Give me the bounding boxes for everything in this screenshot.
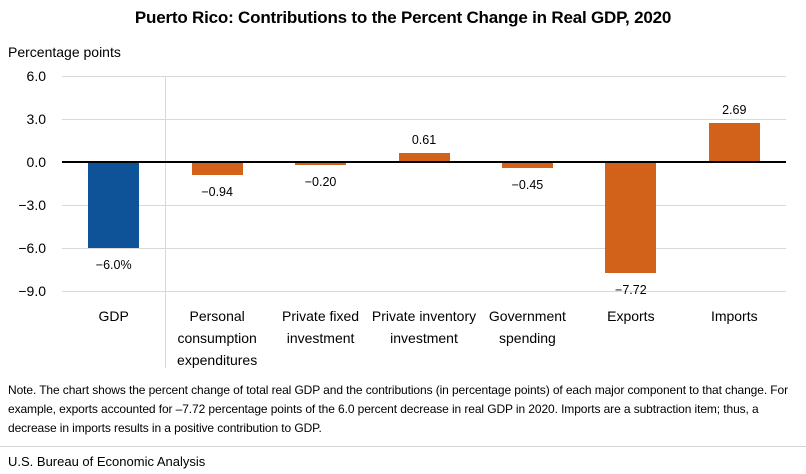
bar-value-label: −0.45	[511, 178, 544, 193]
category-label-private-inventory-investment: Private inventory investment	[371, 308, 477, 346]
y-gridline	[62, 290, 786, 292]
bar-value-label: −6.0%	[95, 258, 132, 272]
y-gridline	[62, 204, 786, 206]
category-label-gdp: GDP	[98, 308, 129, 324]
y-tick-label: 3.0	[26, 111, 46, 127]
category-separator-line	[165, 76, 166, 368]
bar-exports	[605, 162, 657, 273]
bar-private-fixed-investment	[295, 162, 347, 165]
bar-value-label: 2.69	[722, 103, 747, 118]
bar-value-label: −7.72	[615, 282, 647, 297]
y-gridline	[62, 75, 786, 77]
y-gridline	[62, 118, 786, 120]
chart-note: Note. The chart shows the percent change…	[8, 383, 788, 435]
bar-government-spending	[501, 162, 553, 169]
y-tick-label: 6.0	[26, 68, 46, 84]
bar-value-label: −0.94	[201, 185, 233, 200]
bar-private-inventory-investment	[398, 153, 450, 162]
category-label-private-fixed-investment: Private fixed investment	[282, 308, 360, 346]
y-tick-label: −3.0	[18, 197, 46, 213]
source-attribution: U.S. Bureau of Economic Analysis	[8, 454, 206, 469]
bar-imports	[708, 123, 760, 162]
category-label-government-spending: Government spending	[488, 308, 566, 346]
zero-axis-line	[62, 161, 786, 163]
category-label-imports: Imports	[710, 308, 758, 324]
y-gridline	[62, 247, 786, 249]
bar-value-label: −0.20	[304, 174, 337, 189]
page-title: Puerto Rico: Contributions to the Percen…	[134, 8, 672, 27]
y-axis-caption: Percentage points	[8, 44, 121, 60]
footer-divider	[0, 446, 806, 447]
category-label-personal-consumption-expenditures: Personal consumption expenditures	[177, 308, 258, 368]
y-tick-label: 0.0	[26, 154, 46, 170]
bar-gdp	[88, 162, 140, 248]
bar-personal-consumption-expenditures	[191, 162, 243, 176]
y-tick-label: −6.0	[18, 240, 46, 256]
bar-value-label: 0.61	[411, 133, 437, 148]
y-tick-label: −9.0	[18, 283, 46, 299]
plot-area: 6.0 3.0 0.0 −3.0 −6.0 −9.0 −6.0% GDP −0.94 Person…	[18, 68, 786, 368]
category-label-exports: Exports	[607, 308, 655, 324]
